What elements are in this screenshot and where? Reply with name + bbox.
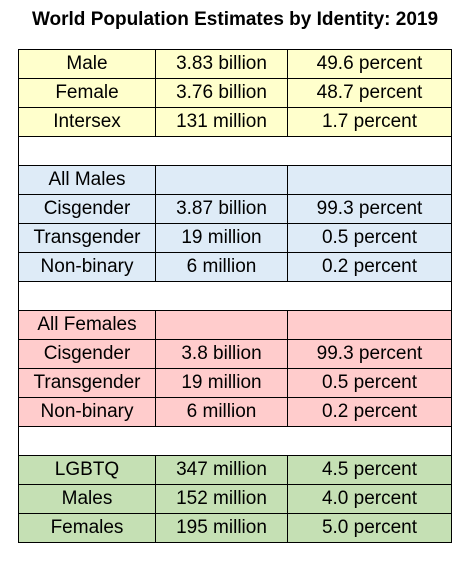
population-percent: 99.3 percent <box>287 194 452 224</box>
population-count: 6 million <box>155 397 288 427</box>
section-header-females: All Females <box>18 310 156 340</box>
population-percent: 49.6 percent <box>287 49 452 79</box>
table-row: Non-binary 6 million 0.2 percent <box>18 252 452 282</box>
spacer-cell <box>18 136 452 166</box>
page-title: World Population Estimates by Identity: … <box>31 9 439 30</box>
table-row: Cisgender 3.87 billion 99.3 percent <box>18 194 452 224</box>
population-count: 195 million <box>155 513 288 543</box>
population-percent: 4.5 percent <box>287 455 452 485</box>
table-row: Non-binary 6 million 0.2 percent <box>18 397 452 427</box>
population-count: 19 million <box>155 223 288 253</box>
identity-label: Female <box>18 78 156 108</box>
identity-label: Males <box>18 484 156 514</box>
identity-label: Females <box>18 513 156 543</box>
population-percent: 0.2 percent <box>287 397 452 427</box>
identity-label: Cisgender <box>18 194 156 224</box>
table-row: Transgender 19 million 0.5 percent <box>18 223 452 253</box>
table-row: LGBTQ 347 million 4.5 percent <box>18 455 452 485</box>
empty-cell <box>155 165 288 195</box>
population-count: 152 million <box>155 484 288 514</box>
identity-label: LGBTQ <box>18 455 156 485</box>
spacer-row <box>18 281 452 311</box>
population-percent: 99.3 percent <box>287 339 452 369</box>
identity-label: Transgender <box>18 368 156 398</box>
population-percent: 48.7 percent <box>287 78 452 108</box>
empty-cell <box>287 310 452 340</box>
table-row: Intersex 131 million 1.7 percent <box>18 107 452 137</box>
empty-cell <box>155 310 288 340</box>
identity-label: Transgender <box>18 223 156 253</box>
identity-label: Non-binary <box>18 252 156 282</box>
identity-label: Intersex <box>18 107 156 137</box>
population-percent: 4.0 percent <box>287 484 452 514</box>
population-count: 3.76 billion <box>155 78 288 108</box>
population-percent: 5.0 percent <box>287 513 452 543</box>
population-percent: 0.2 percent <box>287 252 452 282</box>
population-count: 3.83 billion <box>155 49 288 79</box>
empty-cell <box>287 165 452 195</box>
population-count: 347 million <box>155 455 288 485</box>
population-percent: 1.7 percent <box>287 107 452 137</box>
spacer-cell <box>18 281 452 311</box>
population-percent: 0.5 percent <box>287 223 452 253</box>
spacer-row <box>18 426 452 456</box>
spacer-row <box>18 136 452 166</box>
identity-label: Non-binary <box>18 397 156 427</box>
population-count: 131 million <box>155 107 288 137</box>
table-row: Cisgender 3.8 billion 99.3 percent <box>18 339 452 369</box>
population-count: 19 million <box>155 368 288 398</box>
table-row: Males 152 million 4.0 percent <box>18 484 452 514</box>
population-count: 3.87 billion <box>155 194 288 224</box>
population-count: 6 million <box>155 252 288 282</box>
table-row: Transgender 19 million 0.5 percent <box>18 368 452 398</box>
section-header-row: All Females <box>18 310 452 340</box>
table-row: Females 195 million 5.0 percent <box>18 513 452 543</box>
spacer-cell <box>18 426 452 456</box>
table-row: Female 3.76 billion 48.7 percent <box>18 78 452 108</box>
section-header-row: All Males <box>18 165 452 195</box>
identity-label: Male <box>18 49 156 79</box>
population-percent: 0.5 percent <box>287 368 452 398</box>
identity-label: Cisgender <box>18 339 156 369</box>
population-count: 3.8 billion <box>155 339 288 369</box>
population-table: Male 3.83 billion 49.6 percent Female 3.… <box>18 49 452 543</box>
section-header-males: All Males <box>18 165 156 195</box>
table-row: Male 3.83 billion 49.6 percent <box>18 49 452 79</box>
